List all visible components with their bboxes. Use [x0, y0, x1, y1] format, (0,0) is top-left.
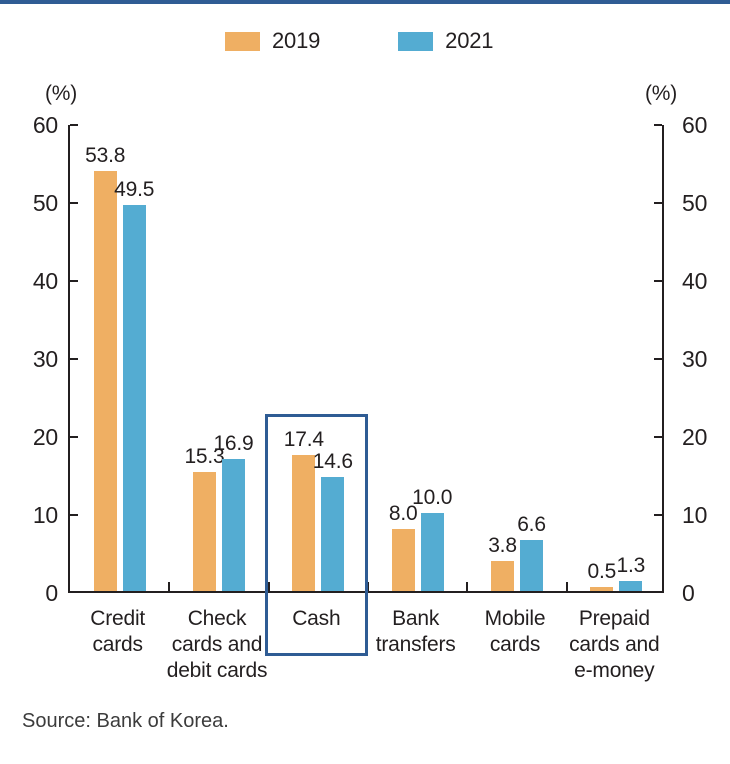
- value-label-2019-bank-transfers: 8.0: [388, 501, 418, 525]
- left-axis-tick-50: [70, 202, 78, 204]
- value-label-2019-prepaid-cards-and-e-money: 0.5: [587, 560, 617, 584]
- bar-2019-bank-transfers: [391, 528, 415, 591]
- value-label-2021-mobile-cards: 6.6: [517, 512, 546, 536]
- left-axis-label-10: 10: [32, 502, 58, 528]
- bar-2021-prepaid-cards-and-e-money: [619, 580, 643, 591]
- left-axis-label-50: 50: [32, 190, 58, 216]
- category-label-line-2: cards and: [171, 633, 263, 656]
- category-label-line-1: Credit: [90, 607, 146, 630]
- left-axis-tick-60: [70, 124, 78, 126]
- category-label-line-1: Prepaid: [578, 607, 650, 630]
- category-label-bank-transfers: Bank transfers: [361, 606, 470, 658]
- category-label-line-1: Cash: [292, 607, 341, 630]
- value-label-2021-prepaid-cards-and-e-money: 1.3: [616, 553, 646, 577]
- bar-2021-credit-cards: [122, 204, 146, 591]
- right-axis-label-30: 30: [682, 346, 708, 372]
- right-axis-tick-30: [654, 358, 662, 360]
- category-label-credit-cards: Credit cards: [63, 606, 172, 658]
- right-axis-tick-50: [654, 202, 662, 204]
- right-axis-label-60: 60: [682, 112, 708, 138]
- left-axis-tick-20: [70, 436, 78, 438]
- right-axis-label-20: 20: [682, 424, 708, 450]
- category-label-mobile-cards: Mobile cards: [460, 606, 569, 658]
- left-axis-unit-label: (%): [44, 82, 78, 105]
- bar-2021-check-cards-and-debit-cards: [222, 459, 245, 591]
- bar-2021-bank-transfers: [420, 513, 444, 591]
- category-label-cash: Cash: [262, 606, 371, 632]
- category-label-line-3: e-money: [574, 659, 655, 682]
- chart-legend: 2019 2021: [225, 28, 494, 53]
- legend-item-2021: 2021: [398, 28, 494, 53]
- value-label-2019-check-cards-and-debit-cards: 15.3: [184, 444, 225, 468]
- value-label-2021-credit-cards: 49.5: [114, 177, 155, 201]
- right-axis-tick-40: [654, 280, 662, 282]
- left-axis-label-60: 60: [32, 112, 58, 138]
- category-label-line-1: Check: [187, 607, 247, 630]
- left-axis-tick-10: [70, 514, 78, 516]
- value-label-2021-bank-transfers: 10.0: [412, 486, 453, 509]
- category-label-prepaid-cards-and-e-money: Prepaid cards and e-money: [560, 606, 669, 684]
- category-label-line-3: debit cards: [166, 659, 268, 682]
- source-note: Source: Bank of Korea.: [22, 710, 229, 732]
- bar-2019-credit-cards: [93, 171, 117, 591]
- bar-2021-cash: [321, 477, 345, 591]
- right-axis-tick-20: [654, 436, 662, 438]
- value-label-2019-cash: 17.4: [283, 428, 324, 452]
- legend-label-2019: 2019: [272, 28, 321, 53]
- legend-label-2021: 2021: [445, 28, 494, 53]
- plot-area: 53.8 15.3 17.4 8.0 3.8 0.5 49.5 16.9 14.6 10.0 6.6…: [68, 124, 664, 593]
- category-label-line-2: cards and: [569, 633, 660, 656]
- left-axis-label-30: 30: [32, 346, 58, 372]
- bar-2019-mobile-cards: [491, 561, 514, 591]
- category-label-check-cards-and-debit-cards: Check cards and debit cards: [162, 606, 271, 684]
- bar-2019-prepaid-cards-and-e-money: [590, 587, 614, 591]
- right-axis-label-40: 40: [682, 268, 708, 294]
- value-label-2019-credit-cards: 53.8: [85, 144, 126, 168]
- value-label-2021-cash: 14.6: [312, 450, 353, 474]
- left-axis-label-40: 40: [32, 268, 58, 294]
- value-label-2019-mobile-cards: 3.8: [488, 534, 517, 558]
- x-axis-boundary-tick-2: [267, 582, 270, 591]
- left-axis-label-20: 20: [32, 424, 58, 450]
- right-axis-label-0: 0: [682, 580, 695, 606]
- top-accent-bar: [0, 0, 730, 4]
- x-axis-boundary-tick-3: [367, 582, 369, 591]
- legend-item-2019: 2019: [225, 30, 320, 52]
- right-axis-label-50: 50: [682, 190, 708, 216]
- x-axis-boundary-tick-5: [565, 582, 568, 591]
- x-axis-boundary-tick-4: [466, 582, 469, 591]
- value-label-2021-check-cards-and-debit-cards: 16.9: [213, 432, 254, 456]
- category-label-line-2: cards: [489, 633, 541, 656]
- category-label-line-2: transfers: [375, 633, 456, 656]
- bar-2019-cash: [292, 455, 316, 591]
- category-label-line-1: Mobile: [484, 607, 546, 630]
- legend-swatch-2019: [225, 31, 260, 51]
- category-label-line-2: cards: [92, 633, 143, 656]
- bar-2021-mobile-cards: [520, 539, 543, 591]
- right-axis-unit-label: (%): [644, 82, 678, 105]
- left-axis-tick-30: [70, 358, 78, 360]
- right-axis-label-10: 10: [682, 502, 708, 528]
- left-axis-label-0: 0: [45, 580, 58, 606]
- legend-swatch-2021: [398, 31, 434, 51]
- x-axis-boundary-tick-1: [168, 582, 171, 591]
- right-axis-tick-60: [654, 124, 662, 126]
- right-axis-tick-10: [654, 514, 662, 516]
- highlight-box-cash: [264, 414, 368, 656]
- category-label-line-1: Bank: [392, 607, 440, 630]
- bar-2019-check-cards-and-debit-cards: [193, 471, 216, 591]
- left-axis-tick-40: [70, 280, 78, 282]
